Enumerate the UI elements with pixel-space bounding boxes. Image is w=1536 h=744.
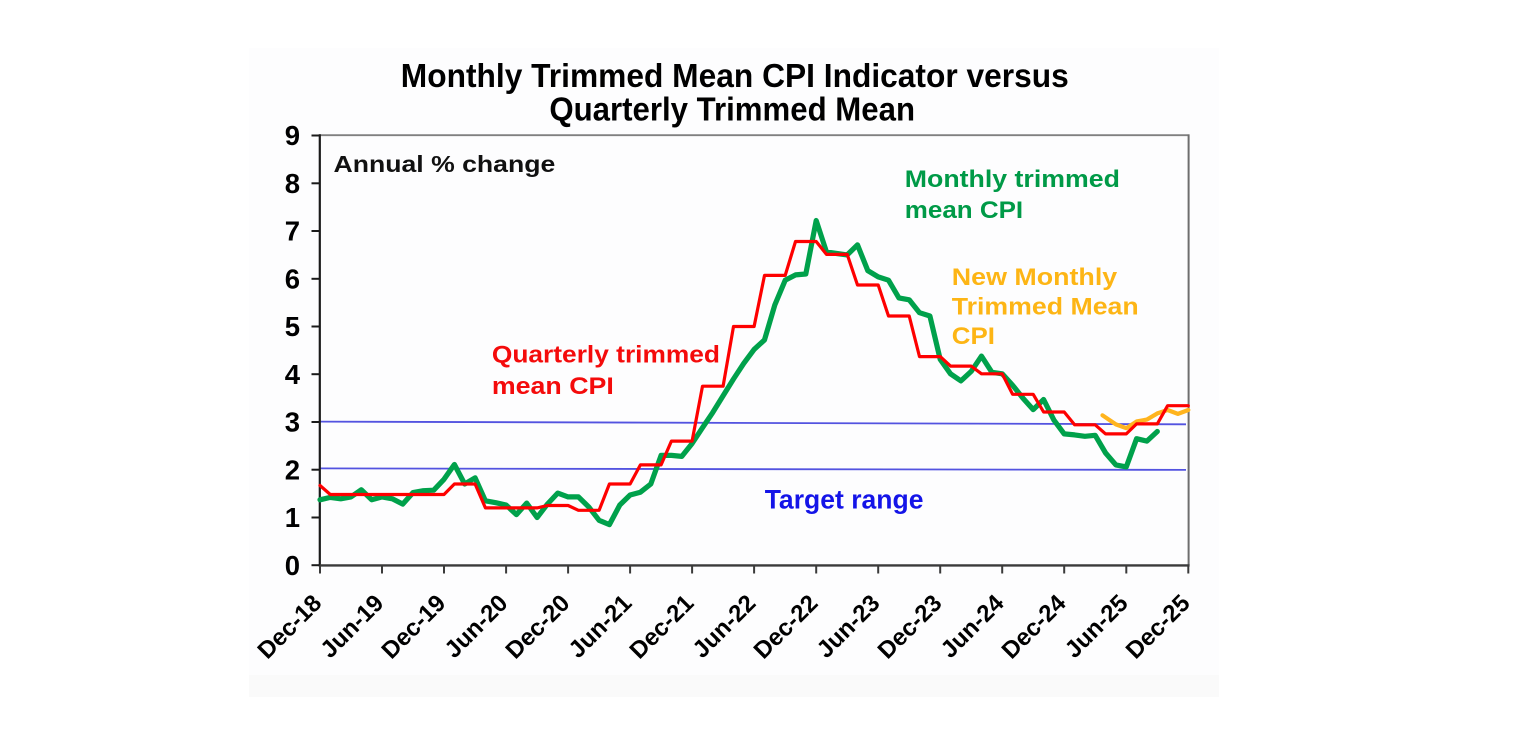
svg-text:9: 9 <box>285 120 300 151</box>
svg-text:0: 0 <box>285 550 300 581</box>
svg-text:4: 4 <box>285 359 301 390</box>
svg-text:6: 6 <box>285 264 300 295</box>
svg-text:7: 7 <box>285 216 300 247</box>
svg-text:mean CPI: mean CPI <box>492 373 614 400</box>
svg-text:2: 2 <box>285 454 300 485</box>
svg-text:New Monthly: New Monthly <box>952 264 1118 291</box>
svg-text:1: 1 <box>285 502 300 533</box>
svg-text:Monthly trimmed: Monthly trimmed <box>905 166 1120 193</box>
svg-text:mean CPI: mean CPI <box>905 197 1023 224</box>
svg-text:Quarterly Trimmed Mean: Quarterly Trimmed Mean <box>549 92 915 129</box>
svg-text:Annual % change: Annual % change <box>334 151 556 177</box>
svg-text:Monthly Trimmed Mean CPI Indic: Monthly Trimmed Mean CPI Indicator versu… <box>401 58 1069 95</box>
svg-text:CPI: CPI <box>952 323 995 350</box>
svg-text:5: 5 <box>285 311 300 342</box>
svg-text:Target range: Target range <box>765 485 924 515</box>
svg-text:3: 3 <box>285 407 300 438</box>
svg-text:Quarterly trimmed: Quarterly trimmed <box>492 342 720 369</box>
svg-text:8: 8 <box>285 168 300 199</box>
svg-text:Trimmed Mean: Trimmed Mean <box>952 294 1139 321</box>
